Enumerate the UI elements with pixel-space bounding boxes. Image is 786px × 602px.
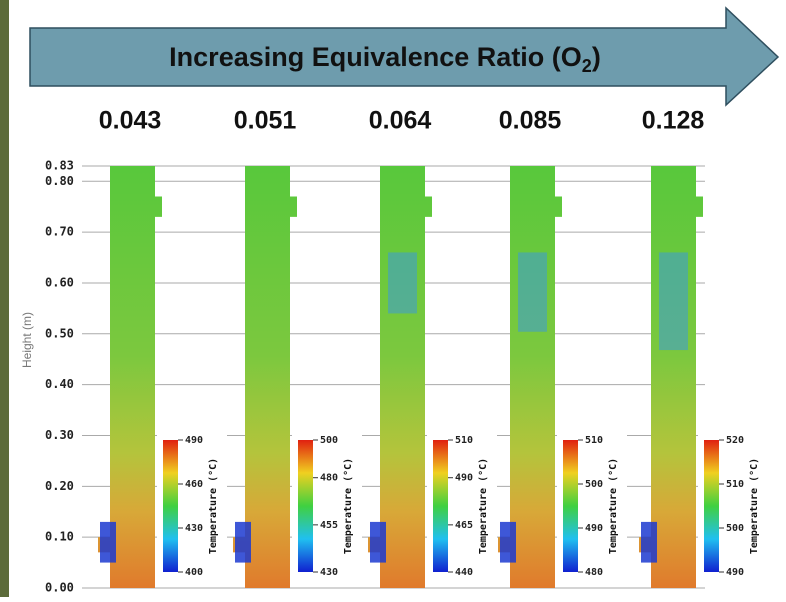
colorbar [563,440,578,572]
colorbar-title: Temperature (°C) [343,458,354,554]
cool-region [100,521,116,563]
ratio-label: 0.043 [99,107,162,135]
banner-title-sub: 2 [582,56,592,76]
colorbar-tick-label: 490 [455,473,473,484]
colorbar-tick-label: 500 [585,479,603,490]
panel: 520 510 500 490 Temperature (°C) [639,166,768,588]
y-tick-label: 0.00 [45,581,74,595]
panel: 500 480 455 430 Temperature (°C) [233,166,362,588]
banner-title-main: Increasing Equivalence Ratio (O [169,42,582,72]
colorbar-title: Temperature (°C) [208,458,219,554]
colorbar-tick-label: 460 [185,479,203,490]
cool-region [518,252,547,332]
temperature-field [233,166,297,588]
banner-arrow [29,6,780,107]
temperature-field [98,166,162,588]
colorbar [298,440,313,572]
y-tick-label: 0.20 [45,479,74,493]
colorbar-tick-label: 440 [455,567,473,578]
colorbar-tick-label: 455 [320,520,338,531]
colorbar-tick-label: 400 [185,567,203,578]
cool-region [641,521,657,563]
colorbar-title: Temperature (°C) [478,458,489,554]
y-tick-label: 0.30 [45,428,74,442]
y-tick-label: 0.50 [45,326,74,340]
ratio-label: 0.064 [369,107,432,135]
cool-region [659,252,688,351]
colorbar-tick-label: 430 [320,567,338,578]
colorbar-tick-label: 490 [185,435,203,446]
colorbar-tick-label: 490 [585,523,603,534]
panel: 490 460 430 400 Temperature (°C) [98,166,227,588]
y-tick-label: 0.80 [45,174,74,188]
cool-region [500,521,516,563]
colorbar-tick-label: 520 [726,435,744,446]
banner-title: Increasing Equivalence Ratio (O2) [169,42,601,76]
colorbar-tick-label: 430 [185,523,203,534]
colorbar-title: Temperature (°C) [608,458,619,554]
panel: 510 490 465 440 Temperature (°C) [368,166,497,588]
cool-region [388,252,417,314]
y-tick-label: 0.83 [45,159,74,173]
colorbar-tick-label: 500 [726,523,744,534]
colorbar-tick-label: 500 [320,435,338,446]
colorbar-tick-label: 510 [455,435,473,446]
banner-title-end: ) [592,42,601,72]
colorbar [704,440,719,572]
cool-region [235,521,251,563]
side-strip [0,0,9,597]
y-tick-label: 0.10 [45,530,74,544]
panels: 490 460 430 400 Temperature (°C) 500 480 455 430… [98,166,768,588]
colorbar-tick-label: 510 [585,435,603,446]
colorbar-tick-label: 465 [455,520,473,531]
cool-region [370,521,386,563]
colorbar-tick-label: 510 [726,479,744,490]
colorbar [163,440,178,572]
colorbar-tick-label: 480 [320,473,338,484]
ratio-label: 0.085 [499,107,562,135]
colorbar [433,440,448,572]
ratio-label: 0.051 [234,107,297,135]
panel: 510 500 490 480 Temperature (°C) [498,166,627,588]
y-tick-label: 0.60 [45,275,74,289]
y-tick-label: 0.40 [45,377,74,391]
colorbar-tick-label: 490 [726,567,744,578]
y-axis-label: Height (m) [20,312,34,368]
y-tick-label: 0.70 [45,225,74,239]
colorbar-title: Temperature (°C) [749,458,760,554]
ratio-label: 0.128 [642,107,705,135]
colorbar-tick-label: 480 [585,567,603,578]
